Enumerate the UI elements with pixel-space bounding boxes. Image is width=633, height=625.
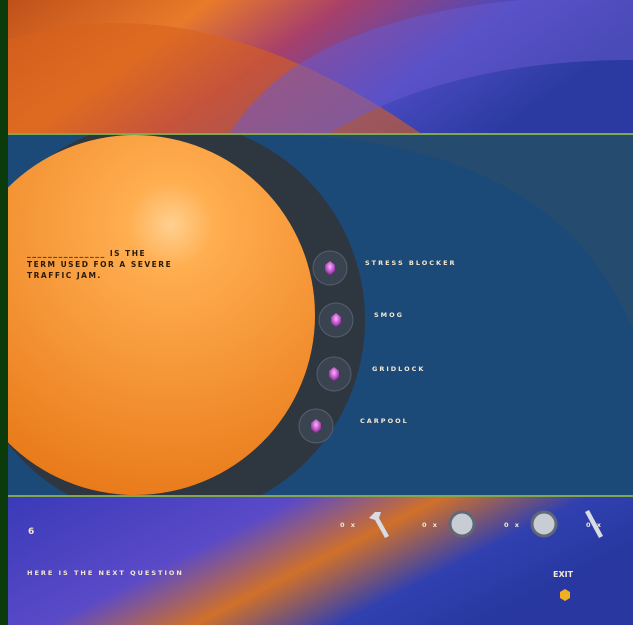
option-label[interactable]: GRIDLOCK xyxy=(372,365,425,373)
inventory-count: 0 x xyxy=(504,521,521,529)
tool-icon xyxy=(585,510,603,538)
tool-icon xyxy=(448,510,476,538)
divider xyxy=(8,495,633,497)
swirl xyxy=(300,135,633,330)
exit-icon[interactable] xyxy=(560,589,570,601)
tool-icon xyxy=(530,510,558,538)
option-label[interactable]: STRESS BLOCKER xyxy=(365,259,457,267)
question-panel xyxy=(8,135,633,495)
question-text: _______________ IS THE TERM USED FOR A SE… xyxy=(27,249,172,280)
divider xyxy=(8,133,633,135)
option-gem[interactable] xyxy=(329,367,339,381)
question-number: 6 xyxy=(28,527,36,537)
option-gem[interactable] xyxy=(325,261,335,275)
inventory-count: 0 x xyxy=(422,521,439,529)
inventory-count: 0 x xyxy=(340,521,357,529)
option-label[interactable]: CARPOOL xyxy=(360,417,409,425)
bottom-bar xyxy=(8,497,633,625)
tool-icon xyxy=(369,512,389,538)
option-gem[interactable] xyxy=(311,419,321,433)
option-gem[interactable] xyxy=(331,313,341,327)
orb xyxy=(8,135,315,495)
swirl xyxy=(230,0,633,133)
message: HERE IS THE NEXT QUESTION xyxy=(27,569,184,577)
exit-button[interactable]: EXIT xyxy=(553,570,574,579)
option-label[interactable]: SMOG xyxy=(374,311,404,319)
